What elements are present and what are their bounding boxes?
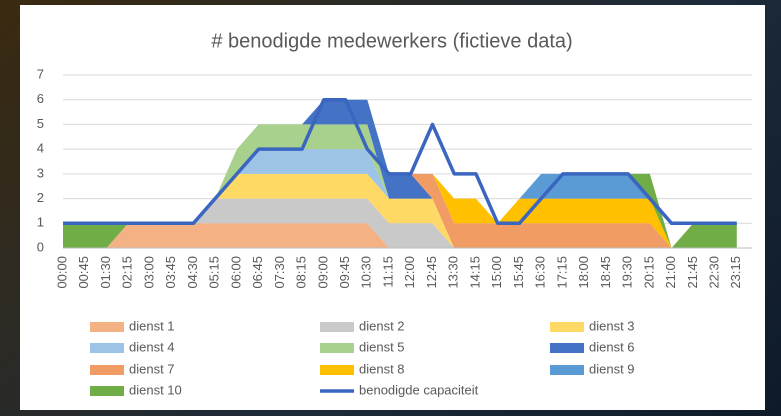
x-tick-label: 09:00 xyxy=(315,256,330,289)
x-tick-label: 18:45 xyxy=(598,256,613,289)
x-tick-label: 07:30 xyxy=(272,256,287,289)
legend-label: dienst 7 xyxy=(129,361,175,376)
x-tick-label: 13:30 xyxy=(446,256,461,289)
x-tick-label: 14:15 xyxy=(467,256,482,289)
y-tick-label: 6 xyxy=(37,91,44,106)
y-tick-label: 4 xyxy=(37,141,44,156)
legend-swatch xyxy=(320,343,354,353)
legend-swatch xyxy=(320,365,354,375)
legend-label: dienst 6 xyxy=(589,339,635,354)
legend-swatch xyxy=(550,322,584,332)
legend-swatch xyxy=(90,386,124,396)
legend-label: dienst 4 xyxy=(129,339,175,354)
y-tick-label: 5 xyxy=(37,116,44,131)
legend-label: dienst 9 xyxy=(589,361,635,376)
x-tick-label: 17:15 xyxy=(554,256,569,289)
page: {"chart_data": {"type": "stacked-area", … xyxy=(0,0,781,416)
legend-label: dienst 1 xyxy=(129,318,175,333)
legend-swatch xyxy=(320,322,354,332)
x-tick-label: 09:45 xyxy=(337,256,352,289)
chart-title: # benodigde medewerkers (fictieve data) xyxy=(211,30,572,52)
x-tick-label: 16:30 xyxy=(533,256,548,289)
legend-label: dienst 10 xyxy=(129,382,182,397)
x-tick-label: 11:15 xyxy=(380,256,395,288)
x-tick-label: 19:30 xyxy=(620,256,635,289)
legend-swatch xyxy=(550,365,584,375)
legend-label: dienst 2 xyxy=(359,318,405,333)
legend-swatch xyxy=(90,322,124,332)
x-tick-label: 02:15 xyxy=(120,256,135,289)
x-tick-label: 18:00 xyxy=(576,256,591,289)
x-tick-label: 04:30 xyxy=(185,256,200,289)
x-tick-label: 00:00 xyxy=(54,256,69,289)
x-tick-label: 06:45 xyxy=(250,256,265,289)
x-tick-label: 21:00 xyxy=(663,256,678,289)
y-tick-label: 1 xyxy=(37,215,44,230)
x-tick-label: 05:15 xyxy=(207,256,222,289)
x-tick-label: 12:45 xyxy=(424,256,439,289)
x-tick-label: 00:45 xyxy=(76,256,91,289)
x-tick-label: 01:30 xyxy=(98,256,113,289)
y-tick-label: 0 xyxy=(37,239,44,254)
x-tick-label: 12:00 xyxy=(402,256,417,289)
x-tick-label: 22:30 xyxy=(706,256,721,289)
x-tick-label: 20:15 xyxy=(641,256,656,289)
x-tick-label: 10:30 xyxy=(359,256,374,289)
x-tick-label: 06:00 xyxy=(228,256,243,289)
legend-swatch xyxy=(550,343,584,353)
chart: # benodigde medewerkers (fictieve data) … xyxy=(0,0,781,416)
x-tick-label: 23:15 xyxy=(728,256,743,289)
y-tick-label: 3 xyxy=(37,165,44,180)
legend-swatch xyxy=(90,365,124,375)
x-tick-label: 03:45 xyxy=(163,256,178,289)
legend-label: dienst 5 xyxy=(359,339,405,354)
x-tick-label: 15:45 xyxy=(511,256,526,289)
legend-swatch xyxy=(90,343,124,353)
x-tick-label: 21:45 xyxy=(685,256,700,289)
x-tick-label: 08:15 xyxy=(294,256,309,289)
x-tick-label: 03:00 xyxy=(141,256,156,289)
legend-label: dienst 8 xyxy=(359,361,405,376)
legend-label: dienst 3 xyxy=(589,318,635,333)
legend-label: benodigde capaciteit xyxy=(359,382,479,397)
y-tick-label: 2 xyxy=(37,190,44,205)
y-tick-label: 7 xyxy=(37,66,44,81)
x-tick-label: 15:00 xyxy=(489,256,504,289)
